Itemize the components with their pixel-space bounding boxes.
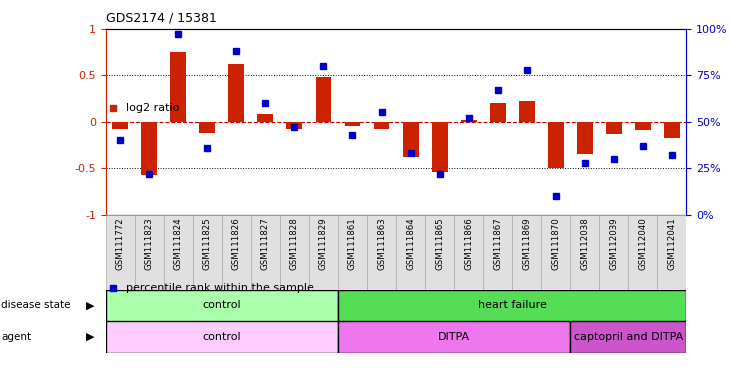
Bar: [170, 52, 186, 122]
Bar: [425, 215, 454, 290]
Bar: [483, 215, 512, 290]
Text: GSM111861: GSM111861: [348, 217, 357, 270]
Bar: [374, 122, 390, 129]
Text: GSM112040: GSM112040: [638, 217, 648, 270]
Bar: [135, 215, 164, 290]
Text: GSM111829: GSM111829: [319, 217, 328, 270]
Text: GSM111772: GSM111772: [116, 217, 125, 270]
Bar: [251, 215, 280, 290]
Bar: [142, 122, 158, 175]
Text: GSM111824: GSM111824: [174, 217, 183, 270]
Text: GSM112039: GSM112039: [609, 217, 618, 270]
Bar: [338, 290, 686, 321]
Bar: [518, 101, 534, 122]
Bar: [664, 122, 680, 139]
Bar: [106, 290, 338, 321]
Bar: [286, 122, 302, 129]
Text: GSM111863: GSM111863: [377, 217, 386, 270]
Bar: [628, 215, 657, 290]
Text: GSM111825: GSM111825: [203, 217, 212, 270]
Text: GSM111828: GSM111828: [290, 217, 299, 270]
Text: ▶: ▶: [86, 300, 95, 310]
Text: GSM111870: GSM111870: [551, 217, 560, 270]
Text: GSM111869: GSM111869: [522, 217, 531, 270]
Bar: [634, 122, 650, 130]
Text: GSM111866: GSM111866: [464, 217, 473, 270]
Text: GSM111823: GSM111823: [145, 217, 154, 270]
Text: GSM112038: GSM112038: [580, 217, 589, 270]
Text: percentile rank within the sample: percentile rank within the sample: [126, 283, 314, 293]
Text: ▶: ▶: [86, 332, 95, 342]
Text: control: control: [203, 300, 241, 310]
Bar: [606, 122, 622, 134]
Bar: [570, 321, 686, 353]
Text: control: control: [203, 332, 241, 342]
Bar: [599, 215, 629, 290]
Text: GSM111864: GSM111864: [406, 217, 415, 270]
Bar: [199, 122, 215, 133]
Text: GDS2174 / 15381: GDS2174 / 15381: [106, 12, 217, 25]
Bar: [280, 215, 309, 290]
Bar: [193, 215, 222, 290]
Text: DITPA: DITPA: [438, 332, 470, 342]
Bar: [106, 215, 135, 290]
Bar: [461, 120, 477, 122]
Text: agent: agent: [1, 332, 31, 342]
Text: GSM112041: GSM112041: [667, 217, 676, 270]
Bar: [345, 122, 361, 126]
Bar: [164, 215, 193, 290]
Bar: [541, 215, 570, 290]
Text: disease state: disease state: [1, 300, 71, 310]
Text: GSM111865: GSM111865: [435, 217, 444, 270]
Bar: [490, 103, 506, 122]
Bar: [338, 215, 367, 290]
Bar: [338, 321, 570, 353]
Bar: [657, 215, 686, 290]
Text: captopril and DITPA: captopril and DITPA: [574, 332, 683, 342]
Bar: [431, 122, 447, 172]
Text: GSM111867: GSM111867: [493, 217, 502, 270]
Bar: [548, 122, 564, 168]
Bar: [228, 64, 245, 122]
Bar: [315, 77, 331, 122]
Bar: [309, 215, 338, 290]
Bar: [396, 215, 425, 290]
Text: GSM111827: GSM111827: [261, 217, 270, 270]
Bar: [367, 215, 396, 290]
Text: log2 ratio: log2 ratio: [126, 103, 180, 113]
Text: GSM111826: GSM111826: [232, 217, 241, 270]
Bar: [402, 122, 418, 157]
Text: heart failure: heart failure: [477, 300, 547, 310]
Bar: [454, 215, 483, 290]
Bar: [577, 122, 593, 154]
Bar: [570, 215, 599, 290]
Bar: [222, 215, 251, 290]
Bar: [112, 122, 128, 129]
Bar: [106, 321, 338, 353]
Bar: [512, 215, 541, 290]
Bar: [258, 114, 274, 122]
